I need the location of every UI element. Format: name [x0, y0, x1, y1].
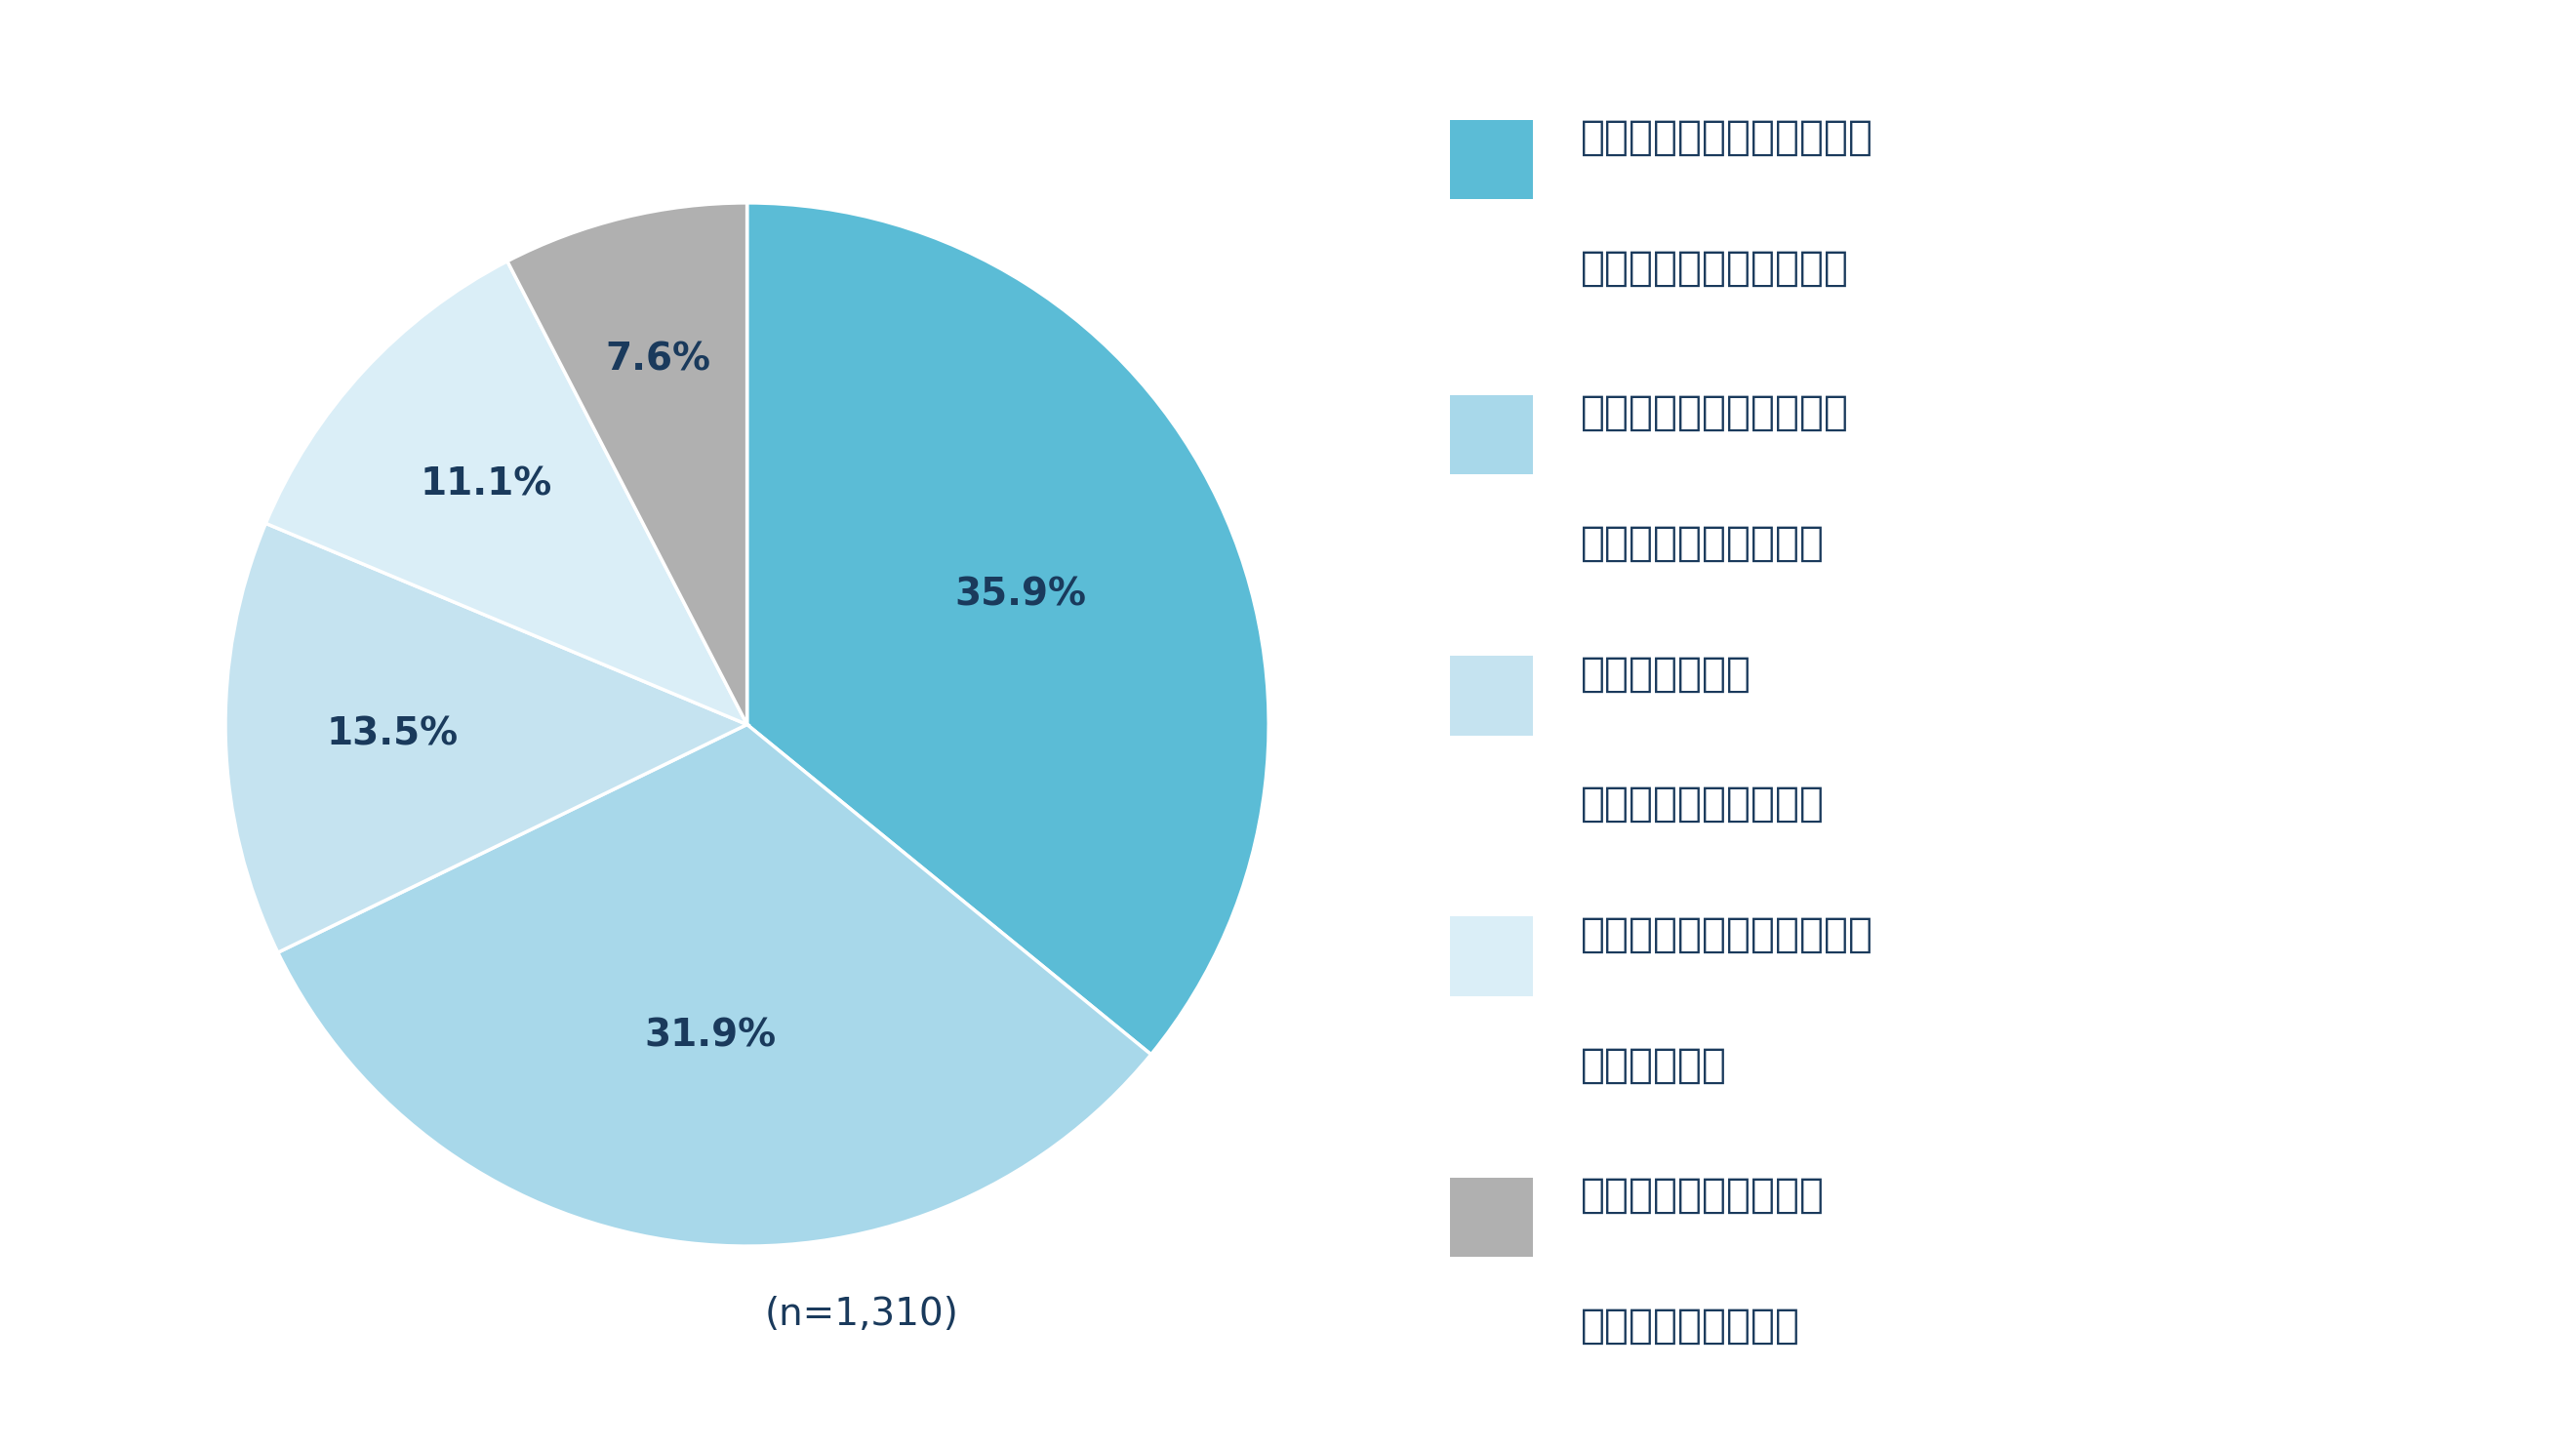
Text: 求められることがある: 求められることがある	[1582, 784, 1824, 824]
FancyBboxPatch shape	[1450, 1177, 1533, 1256]
Text: 11.1%: 11.1%	[420, 465, 551, 503]
Text: 31.9%: 31.9%	[644, 1017, 778, 1053]
FancyBboxPatch shape	[1450, 119, 1533, 199]
FancyBboxPatch shape	[1450, 394, 1533, 474]
Text: 35.9%: 35.9%	[956, 577, 1087, 613]
Text: 7.6%: 7.6%	[605, 341, 711, 378]
Wedge shape	[747, 203, 1267, 1055]
FancyBboxPatch shape	[1450, 917, 1533, 997]
Wedge shape	[278, 724, 1151, 1246]
Text: 13.5%: 13.5%	[327, 716, 459, 753]
Text: 煩雑で手間がかかる: 煩雑で手間がかかる	[1582, 1306, 1801, 1346]
Text: 減少する可能性がある: 減少する可能性がある	[1582, 523, 1824, 564]
Text: 残業時間が増えると健康や: 残業時間が増えると健康や	[1582, 117, 1873, 158]
Wedge shape	[227, 523, 747, 952]
FancyBboxPatch shape	[1450, 655, 1533, 736]
Wedge shape	[507, 203, 747, 724]
Text: 柔軟性がない: 柔軟性がない	[1582, 1045, 1726, 1085]
Text: 残業時間の管理が厳格で、: 残業時間の管理が厳格で、	[1582, 914, 1873, 955]
Wedge shape	[265, 261, 747, 724]
Text: 残業代の計算や申請が: 残業代の計算や申請が	[1582, 1175, 1824, 1216]
Text: 私生活に影響が出やすい: 私生活に影響が出やすい	[1582, 248, 1850, 288]
Text: (n=1,310): (n=1,310)	[765, 1295, 958, 1333]
Text: 会社から残業を: 会社から残業を	[1582, 653, 1752, 694]
Text: 残業時間が減ると収入が: 残業時間が減ると収入が	[1582, 393, 1850, 433]
